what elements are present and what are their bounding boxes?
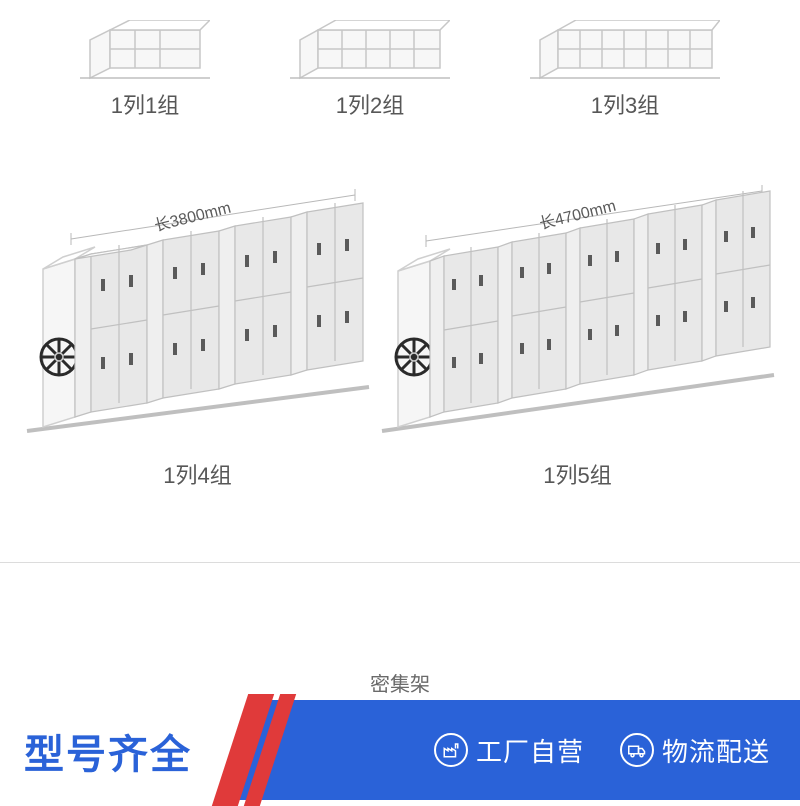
config-item-1c3g: 1列3组 [530, 20, 720, 120]
config-label: 1列2组 [290, 88, 450, 120]
config-row-top: 1列1组 1列2组 [0, 0, 800, 130]
config-item-1c2g: 1列2组 [290, 20, 450, 120]
section-divider [0, 562, 800, 563]
badge-text: 型号齐全 [24, 722, 192, 780]
config-row-mid: 长3800mm [0, 150, 800, 490]
promo-banner: 型号齐全 工厂自营 物流配送 [0, 700, 800, 800]
feature-logistics: 物流配送 [620, 732, 770, 769]
cabinet-iso-icon [80, 20, 210, 80]
feature-label: 工厂自营 [476, 732, 584, 769]
cabinet-iso-icon [530, 20, 720, 80]
config-label: 1列5组 [378, 458, 778, 490]
feature-factory: 工厂自营 [434, 732, 584, 769]
feature-label: 物流配送 [662, 732, 770, 769]
cabinet-iso-icon [290, 20, 450, 80]
config-label: 1列3组 [530, 88, 720, 120]
config-label: 1列1组 [80, 88, 210, 120]
config-item-1c5g: 长4700mm [378, 179, 778, 490]
factory-icon [434, 733, 468, 767]
truck-icon [620, 733, 654, 767]
partial-caption: 密集架 [370, 668, 430, 697]
config-item-1c1g: 1列1组 [80, 20, 210, 120]
config-label: 1列4组 [23, 458, 373, 490]
feature-list: 工厂自营 物流配送 [260, 732, 800, 769]
badge: 型号齐全 [0, 700, 260, 800]
config-item-1c4g: 长3800mm [23, 179, 373, 490]
